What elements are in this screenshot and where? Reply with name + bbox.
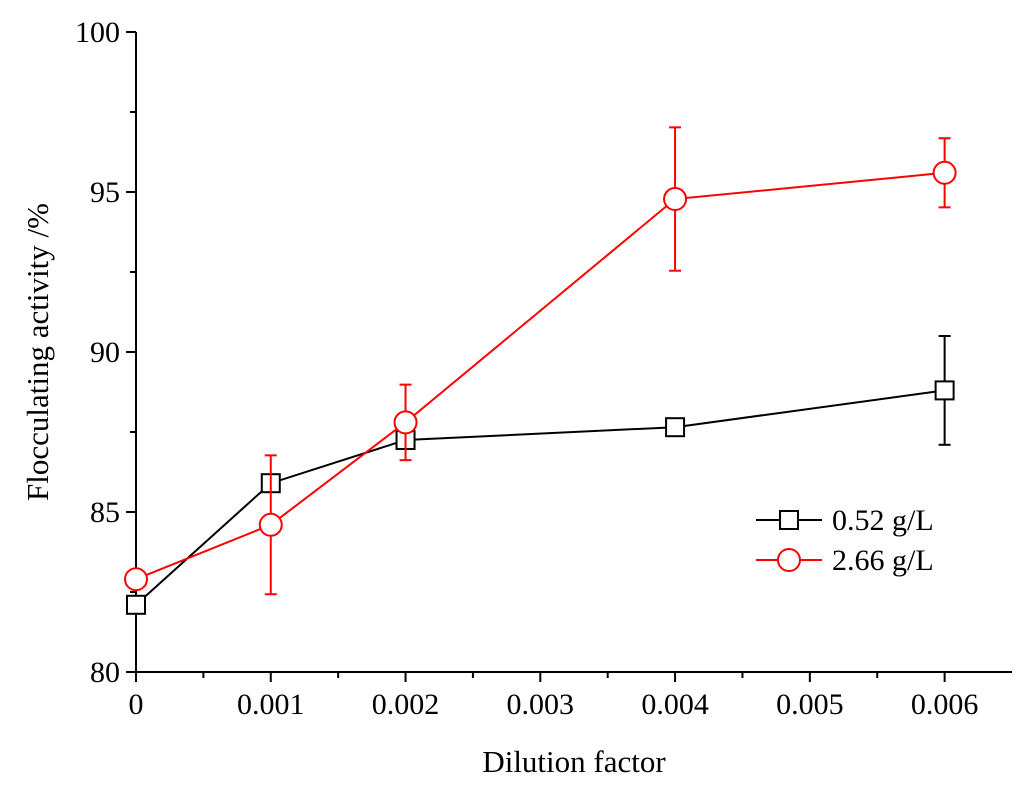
y-axis-title: Flocculating activity /%: [20, 203, 55, 501]
data-point: [663, 187, 688, 212]
data-point: [393, 410, 418, 435]
x-tick-label: 0.004: [641, 688, 709, 721]
x-tick-label: 0.003: [507, 688, 575, 721]
legend: 0.52 g/L 2.66 g/L: [756, 504, 934, 577]
y-axis-ticks: 80 85 90 95 100: [75, 16, 136, 689]
series-line: [135, 389, 945, 606]
legend-label: 0.52 g/L: [832, 504, 934, 537]
data-point: [258, 512, 283, 537]
series-0-52-g-l: [126, 335, 955, 615]
data-point: [932, 160, 957, 185]
x-tick-label: 0.006: [911, 688, 979, 721]
legend-marker: [777, 548, 801, 572]
legend-marker: [779, 510, 799, 530]
legend-label: 2.66 g/L: [832, 544, 934, 577]
data-point: [124, 567, 148, 592]
y-tick-label: 95: [90, 176, 120, 209]
y-tick-label: 80: [90, 656, 120, 689]
y-tick-label: 90: [90, 336, 120, 369]
data-point: [934, 380, 955, 401]
series-line: [135, 171, 945, 581]
x-tick-label: 0.001: [237, 688, 305, 721]
series-2-66-g-l: [124, 126, 957, 596]
y-tick-label: 100: [75, 16, 120, 49]
x-tick-label: 0.002: [372, 688, 440, 721]
x-tick-label: 0: [129, 688, 144, 721]
data-point: [665, 417, 686, 438]
y-tick-label: 85: [90, 496, 120, 529]
x-axis-title: Dilution factor: [482, 744, 666, 779]
data-point: [126, 594, 146, 615]
series-layer: [124, 126, 957, 615]
x-axis-ticks: 0 0.001 0.002 0.003 0.004 0.005 0.006: [129, 672, 979, 721]
x-tick-label: 0.005: [776, 688, 844, 721]
